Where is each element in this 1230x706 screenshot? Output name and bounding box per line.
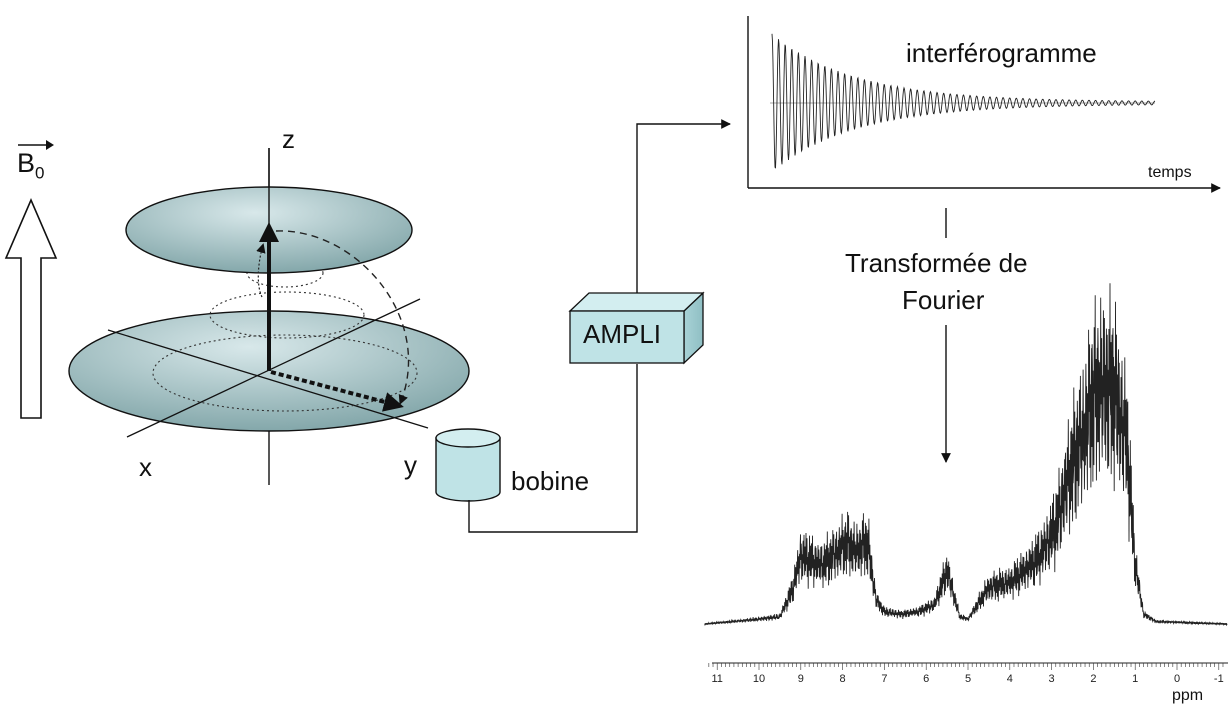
amplifier-label: AMPLI	[583, 319, 662, 349]
b0-letter: B	[17, 148, 36, 178]
axis-z-label: z	[282, 124, 295, 154]
coil-label: bobine	[511, 466, 590, 496]
b0-label: B0	[17, 148, 44, 188]
coil-cylinder-top	[435, 428, 501, 448]
spectrum-tick-labels: 11 10 9 8 7 6 5 4 3 2 1 0 -1	[711, 673, 1223, 685]
spectrum-tick-label: 3	[1049, 673, 1055, 685]
spiral-arrow	[256, 243, 266, 298]
spectrum-tick-label: 1	[1132, 673, 1138, 685]
spectrum-tick-label: 4	[1007, 673, 1013, 685]
spectrum-tick-label: 7	[881, 673, 887, 685]
wire-amp-to-detector	[636, 119, 731, 312]
spectrum-tick-label: 6	[923, 673, 929, 685]
precession-orbit-large	[152, 334, 418, 412]
b0-vector-tip	[46, 140, 54, 150]
magnetization-vector-xy	[270, 370, 404, 412]
spectrum-axis-unit: ppm	[1172, 687, 1204, 704]
spectrum-tick-label: 0	[1174, 673, 1180, 685]
spectrum-tick-marks	[708, 663, 1224, 670]
x-axis	[126, 298, 421, 438]
fourier-label-line1: Transformée de	[845, 248, 1028, 278]
amplifier-box	[569, 310, 685, 364]
tilt-arc	[275, 230, 410, 405]
fid-axis-label: temps	[1148, 164, 1192, 181]
coil-cylinder	[435, 437, 501, 502]
amplifier-box-top	[568, 292, 705, 312]
axis-x-label: x	[139, 452, 152, 482]
spectrum-tick-label: 5	[965, 673, 971, 685]
spectrum-trace	[704, 283, 1228, 627]
spectrum-tick-label: 2	[1090, 673, 1096, 685]
y-axis	[107, 329, 429, 429]
fid-signal	[771, 33, 1156, 169]
fid-title: interférogramme	[906, 38, 1097, 68]
spectrum-tick-label: 9	[798, 673, 804, 685]
precession-orbit-mid	[209, 291, 365, 339]
spectrum-tick-label: -1	[1214, 673, 1224, 685]
spectrum-tick-label: 8	[840, 673, 846, 685]
axis-y-label: y	[404, 450, 417, 480]
spectrum-tick-label: 11	[711, 673, 722, 685]
spectrum-tick-label: 10	[753, 673, 765, 685]
b0-field-arrow	[4, 197, 58, 419]
b0-subscript: 0	[35, 163, 45, 183]
fourier-label-line2: Fourier	[902, 285, 985, 315]
wire-coil-to-amp	[468, 364, 638, 533]
